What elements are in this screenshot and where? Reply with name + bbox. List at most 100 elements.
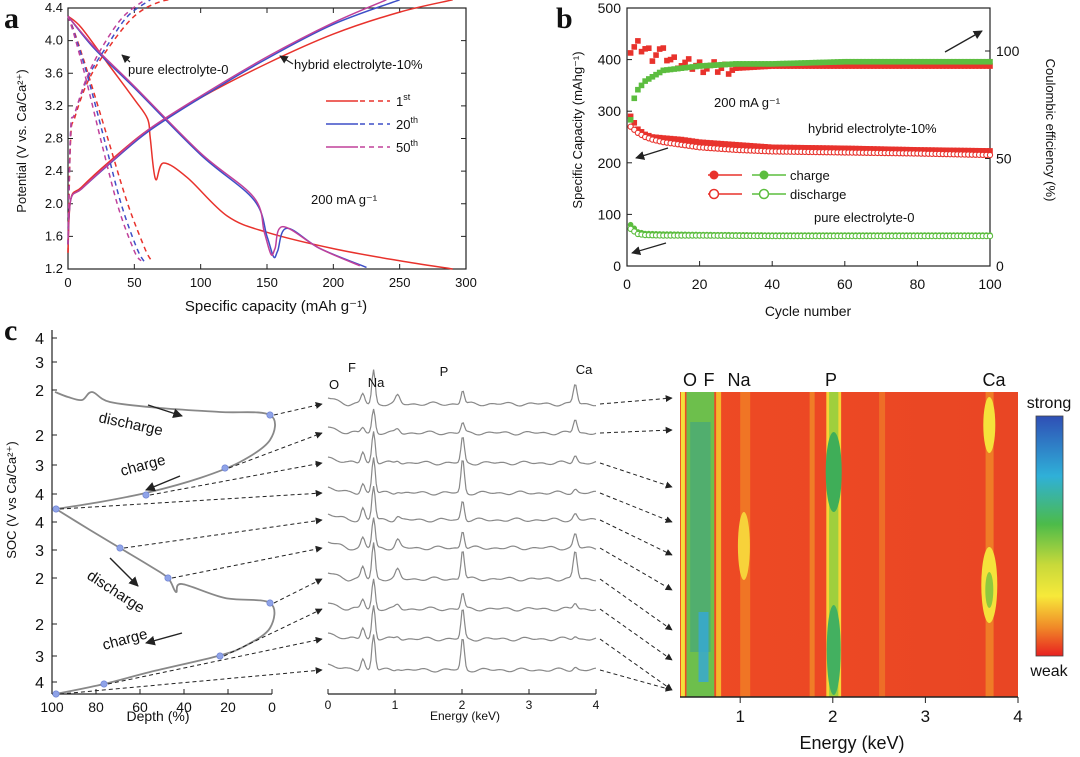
panel-b-y2tick-label: 50 <box>996 151 1012 167</box>
eds-spectrum <box>327 517 597 551</box>
soc-sample-point <box>216 652 224 660</box>
soc-to-spectrum-arrow <box>149 460 323 496</box>
panel-b-point-square <box>714 69 721 75</box>
panel-b-point-square <box>918 63 924 69</box>
panel-b-point-square <box>718 140 725 147</box>
eds-xtick-label: 2 <box>459 698 466 712</box>
panel-b-ytick-label: 500 <box>598 0 622 16</box>
panel-b-point-square <box>660 45 667 51</box>
map-band-ca-core <box>985 572 994 608</box>
panel-b-point-square <box>802 63 808 69</box>
eds-spectrum <box>327 457 596 496</box>
panel-b-point-square <box>656 134 663 141</box>
panel-b-ytick-label: 300 <box>598 103 622 119</box>
eds-spectrum <box>327 634 597 673</box>
panel-b-point-square <box>979 63 986 69</box>
panel-b-point-square <box>664 67 670 73</box>
panel-b-point-square <box>664 135 670 142</box>
panel-c-map-xlabel: Energy (keV) <box>799 733 904 753</box>
panel-b-point-square <box>736 61 743 67</box>
panel-b-ytick-label: 0 <box>613 258 621 274</box>
panel-b-point-square <box>849 63 855 69</box>
eds-spectrum <box>327 542 597 582</box>
soc-to-spectrum-arrow <box>59 667 323 695</box>
panel-b-point-square <box>910 147 917 153</box>
panel-b-point-square <box>907 63 913 69</box>
soc-sample-point <box>52 505 60 513</box>
eds-spectrum <box>327 486 597 523</box>
panel-a-frame <box>67 7 467 270</box>
panel-b-point-square <box>627 50 634 56</box>
panel-b-point-square <box>707 62 714 69</box>
panel-b-point-square <box>954 58 961 65</box>
panel-b-point-square <box>925 147 932 153</box>
panel-b-point-square <box>860 63 866 69</box>
panel-b-point-square <box>696 139 703 145</box>
panel-b-point-square <box>947 63 953 69</box>
panel-b-point-square <box>921 58 928 65</box>
direction-arrow <box>145 632 183 646</box>
panel-b-point-square <box>936 147 942 154</box>
panel-c-figure: 100 80 60 40 20 0432234432234dischargecharged… <box>35 330 1064 726</box>
panel-b-point-square <box>881 58 888 65</box>
eds-peak-label: Ca <box>576 362 593 377</box>
legend-charge-green-marker <box>759 170 769 180</box>
panel-b-point-square <box>747 64 754 71</box>
panel-b-point-square <box>711 140 717 146</box>
soc-tick-label: 3 <box>35 649 44 666</box>
panel-a-ytick-label: 4.0 <box>45 33 63 48</box>
soc-tick-label: 4 <box>35 515 44 532</box>
direction-arrow <box>109 557 139 587</box>
map-band-of-hotspot <box>698 612 709 682</box>
panel-b-point-square <box>929 147 935 153</box>
panel-b-xlabel: Cycle number <box>765 303 852 319</box>
panel-b-point-square <box>871 58 877 65</box>
panel-b-point-square <box>729 141 736 148</box>
panel-b-point-square <box>743 64 750 71</box>
eds-peak-label: F <box>348 360 356 375</box>
depth-curve-cycle2 <box>55 508 276 695</box>
panel-b-point-square <box>812 145 819 151</box>
soc-tick-label: 3 <box>35 355 44 372</box>
panel-b-xtick-label: 0 <box>623 276 631 292</box>
colorbar <box>1035 415 1064 657</box>
panel-a-xlabel: Specific capacity (mAh g⁻¹) <box>185 298 367 315</box>
panel-b-point-square <box>780 60 786 67</box>
panel-b-point-square <box>787 144 794 151</box>
panel-a-xtick-label: 300 <box>455 275 477 290</box>
panel-b-point-square <box>849 145 855 152</box>
panel-b-point-square <box>878 146 884 152</box>
panel-b-point-square <box>979 58 986 65</box>
panel-a-xtick-label: 100 <box>190 275 212 290</box>
panel-a-ytick-label: 1.6 <box>45 228 63 243</box>
panel-a-xtick-label: 200 <box>322 275 344 290</box>
panel-b-point-square <box>961 147 968 154</box>
panel-b-point-square <box>943 63 950 69</box>
soc-tick-label: 2 <box>35 383 44 400</box>
panel-a-ytick-label: 2.4 <box>45 163 63 178</box>
panel-b-point-square <box>783 144 790 151</box>
panel-b-point-square <box>849 58 855 65</box>
direction-arrow <box>145 475 181 492</box>
panel-b-point-square <box>954 63 961 69</box>
panel-b-point-square <box>653 52 659 58</box>
pointer-arrow-ce <box>944 30 983 53</box>
panel-b-point-square <box>892 63 899 69</box>
soc-sample-point <box>116 544 124 552</box>
legend-label-1st: 1st <box>396 92 411 109</box>
panel-b-point-square <box>671 66 677 72</box>
panel-b-point-square <box>896 58 903 65</box>
panel-b-point-square <box>863 146 870 152</box>
panel-b-point-square <box>900 146 906 153</box>
depth-xtick-label: 60 <box>132 699 148 715</box>
panel-b-point-square <box>747 61 754 67</box>
panel-b-point-square <box>838 59 844 65</box>
panel-b-point-square <box>693 63 699 70</box>
panel-b-point-square <box>678 136 685 143</box>
pointer-arrow-hybrid <box>279 55 294 65</box>
annotation-rate-b: 200 mA g⁻¹ <box>714 95 781 110</box>
panel-b-point-square <box>889 58 895 65</box>
soc-tick-label: 4 <box>35 331 44 348</box>
panel-c-depth-xlabel: Depth (%) <box>126 708 189 724</box>
panel-a-ytick-label: 2.8 <box>45 131 63 146</box>
